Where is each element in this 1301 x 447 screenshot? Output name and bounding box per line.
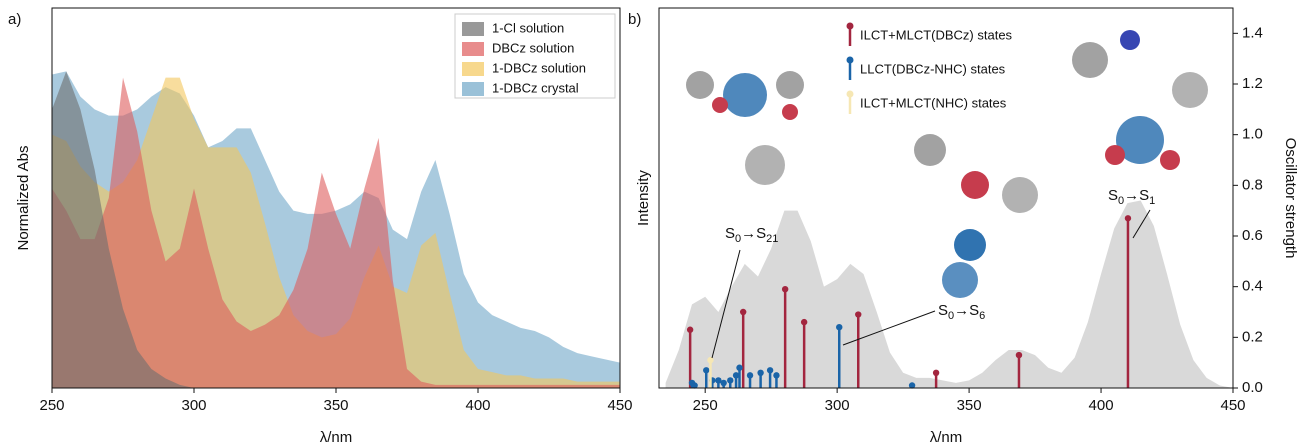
y2-tick-label: 0.8	[1242, 176, 1263, 193]
annotation-part: 6	[979, 310, 985, 322]
annotation-part: →S	[954, 302, 979, 319]
annotation-part: S	[725, 225, 735, 242]
legend-label: LLCT(DBCz-NHC) states	[860, 61, 1006, 76]
annotation: S0→S1	[1108, 187, 1155, 207]
legend-swatch	[462, 82, 484, 96]
stem-dot	[1125, 215, 1131, 221]
molecule-s21	[686, 71, 804, 185]
y-axis-label: Normalized Abs	[15, 145, 32, 250]
x-tick-label: 250	[693, 397, 718, 414]
x-tick-label: 400	[465, 397, 490, 414]
annotation: S0→S21	[725, 225, 778, 245]
annotation-part: →S	[1124, 187, 1149, 204]
molecule-s6	[914, 134, 1038, 298]
x-tick-label: 450	[607, 397, 632, 414]
legend-swatch	[462, 22, 484, 36]
y2-tick-label: 0.0	[1242, 379, 1263, 396]
x-tick-label: 450	[1220, 397, 1245, 414]
legend-swatch	[462, 62, 484, 76]
stem-dot	[767, 367, 773, 373]
y2-axis-label: Oscillator strength	[1282, 138, 1299, 259]
stem-dot	[747, 372, 753, 378]
x-tick-label: 350	[323, 397, 348, 414]
stem-dot	[757, 370, 763, 376]
stem-dot	[782, 286, 788, 292]
stem-dot	[740, 309, 746, 315]
stem-dot	[736, 365, 742, 371]
x-tick-label: 350	[957, 397, 982, 414]
y2-tick-label: 1.4	[1242, 24, 1263, 41]
panel-label: b)	[628, 11, 641, 28]
annotation-part: S	[1108, 187, 1118, 204]
y2-tick-label: 0.4	[1242, 278, 1263, 295]
panel-label: a)	[8, 11, 21, 28]
stem-dot	[703, 367, 709, 373]
legend-label: 1-DBCz crystal	[492, 80, 579, 95]
x-tick-label: 250	[39, 397, 64, 414]
legend: 1-Cl solution DBCz solution 1-DBCz solutio…	[455, 14, 615, 98]
molecule-s1	[1072, 30, 1208, 170]
y2-tick-label: 1.0	[1242, 126, 1263, 143]
x-tick-label: 400	[1089, 397, 1114, 414]
legend-label: DBCz solution	[492, 40, 574, 55]
stem-dot	[720, 380, 726, 386]
legend-swatch	[462, 42, 484, 56]
figure: 1-Cl solution DBCz solution 1-DBCz solutio…	[0, 0, 1301, 447]
y2-tick-label: 0.6	[1242, 227, 1263, 244]
legend-label: ILCT+MLCT(NHC) states	[860, 95, 1007, 110]
y-axis-label: Intensity	[635, 170, 652, 226]
legend-label: ILCT+MLCT(DBCz) states	[860, 27, 1013, 42]
x-axis-label: λ/nm	[320, 429, 353, 446]
x-axis-label: λ/nm	[930, 429, 963, 446]
legend-dot	[847, 91, 854, 98]
legend-dot	[847, 57, 854, 64]
y2-tick-label: 1.2	[1242, 75, 1263, 92]
stem-dot	[1016, 352, 1022, 358]
legend-label: 1-Cl solution	[492, 20, 564, 35]
annotation-part: S	[938, 302, 948, 319]
stem-dot	[727, 377, 733, 383]
annotation-part: →S	[741, 225, 766, 242]
stem-dot	[707, 357, 713, 363]
annotation-part: 21	[766, 233, 778, 245]
stem-dot	[773, 372, 779, 378]
stem-dot	[933, 370, 939, 376]
stem-dot	[836, 324, 842, 330]
annotation-part: 1	[1149, 195, 1155, 207]
stem-dot	[855, 311, 861, 317]
legend-label: 1-DBCz solution	[492, 60, 586, 75]
annotation: S0→S6	[938, 302, 985, 322]
x-tick-label: 300	[825, 397, 850, 414]
stem-dot	[687, 327, 693, 333]
y2-tick-label: 0.2	[1242, 328, 1263, 345]
stem-dot	[801, 319, 807, 325]
legend-dot	[847, 23, 854, 30]
x-tick-label: 300	[181, 397, 206, 414]
